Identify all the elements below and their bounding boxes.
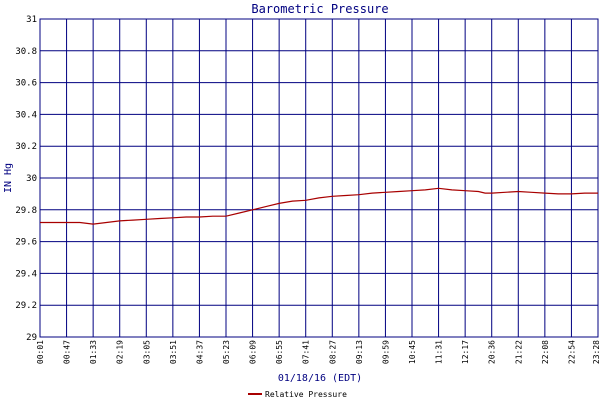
- grid-lines: [39, 18, 599, 338]
- x-tick-label: 22:54: [567, 340, 576, 364]
- y-tick-label: 29.4: [15, 269, 37, 279]
- x-tick-label: 22:08: [541, 340, 550, 364]
- x-tick-label: 00:47: [63, 340, 72, 364]
- x-tick-label: 23:28: [592, 340, 600, 364]
- y-axis-label: IN Hg: [3, 163, 14, 193]
- y-tick-label: 29: [26, 333, 37, 343]
- x-tick-label: 20:36: [488, 340, 497, 364]
- x-tick-label: 05:23: [222, 340, 231, 364]
- x-tick-labels: 00:01 00:47 01:33 02:19 03:05 03:51 04:37 05:23…: [36, 340, 600, 364]
- series-line-relative-pressure: [40, 187, 598, 225]
- y-tick-label: 30.4: [15, 110, 37, 120]
- x-tick-label: 09:13: [355, 340, 364, 364]
- chart-title: Barometric Pressure: [251, 2, 388, 16]
- y-tick-label: 30.6: [15, 79, 37, 89]
- plot-frame: [39, 18, 599, 338]
- y-tick-label: 29.6: [15, 238, 37, 248]
- y-tick-label: 29.8: [15, 206, 37, 216]
- x-tick-label: 09:59: [381, 340, 390, 364]
- x-tick-label: 00:01: [36, 340, 45, 364]
- x-tick-label: 03:05: [142, 340, 151, 364]
- y-tick-label: 30.2: [15, 142, 37, 152]
- y-tick-labels: 29 29.2 29.4 29.6 29.8 30 30.2 30.4 30.6 30.8 31: [15, 15, 37, 343]
- x-tick-label: 10:45: [408, 340, 417, 364]
- x-tick-label: 03:51: [169, 340, 178, 364]
- x-tick-label: 07:41: [302, 340, 311, 364]
- x-tick-label: 12:17: [461, 340, 470, 364]
- y-tick-label: 30: [26, 174, 37, 184]
- legend-label: Relative Pressure: [265, 390, 347, 399]
- x-axis-label: 01/18/16 (EDT): [278, 373, 362, 384]
- y-tick-label: 30.8: [15, 47, 37, 57]
- series-layer: [40, 187, 598, 225]
- x-tick-label: 11:31: [435, 340, 444, 364]
- x-tick-label: 02:19: [116, 340, 125, 364]
- x-tick-label: 21:22: [514, 340, 523, 364]
- x-tick-label: 06:55: [275, 340, 284, 364]
- x-tick-label: 06:09: [249, 340, 258, 364]
- x-tick-label: 08:27: [328, 340, 337, 364]
- y-tick-label: 29.2: [15, 301, 37, 311]
- y-tick-label: 31: [26, 15, 37, 25]
- x-tick-label: 04:37: [195, 340, 204, 364]
- x-tick-label: 01:33: [89, 340, 98, 364]
